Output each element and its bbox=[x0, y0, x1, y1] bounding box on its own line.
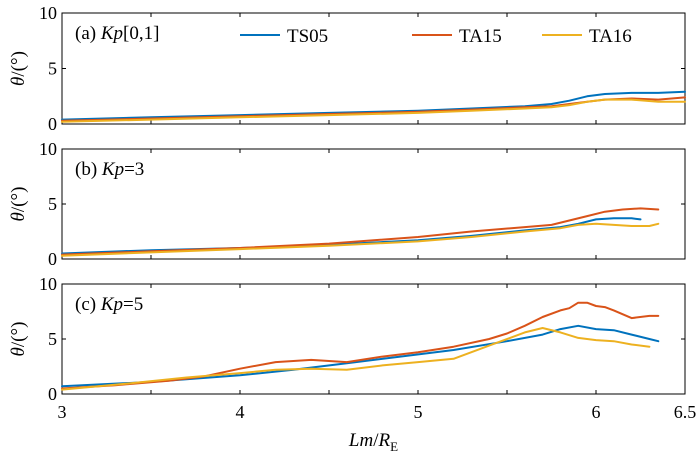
y-axis-label: θ/(°) bbox=[8, 322, 29, 357]
series-line-ts05 bbox=[61, 90, 686, 121]
series-line-ta16 bbox=[61, 98, 686, 123]
panel-title-variable: Kp bbox=[100, 294, 123, 315]
y-axis-label-unit: /(°) bbox=[8, 322, 29, 348]
y-tick-label: 10 bbox=[39, 139, 57, 159]
y-axis-label-symbol: θ bbox=[8, 77, 29, 86]
series-line-ta15 bbox=[61, 301, 660, 390]
panel-title-variable: Kp bbox=[101, 159, 124, 180]
panel-letter: (c) bbox=[75, 294, 101, 315]
y-axis-label-symbol: θ bbox=[8, 347, 29, 356]
y-tick-label: 0 bbox=[48, 384, 57, 404]
panel-title-value: =3 bbox=[124, 159, 144, 180]
y-axis-label: θ/(°) bbox=[8, 51, 29, 86]
y-tick-label: 10 bbox=[39, 3, 57, 23]
y-tick-label: 5 bbox=[48, 329, 57, 349]
y-tick-label: 0 bbox=[48, 114, 57, 134]
legend-label-ta16: TA16 bbox=[589, 26, 632, 47]
series-line-ta15 bbox=[61, 207, 660, 256]
panel-title-value: [0,1] bbox=[123, 23, 159, 44]
x-axis-label-separator: / bbox=[373, 430, 379, 451]
x-axis-label: Lm/RE bbox=[348, 430, 398, 454]
y-axis-label: θ/(°) bbox=[8, 187, 29, 222]
x-axis-label-radius: R bbox=[378, 430, 391, 451]
y-axis-label-unit: /(°) bbox=[8, 187, 29, 213]
panel-a: 0 5 10 θ/(°) (a) Kp[0,1] TS05 TA15 TA16 bbox=[8, 3, 686, 134]
y-tick-label: 0 bbox=[48, 249, 57, 269]
x-tick-label: 6.5 bbox=[674, 402, 697, 422]
series-line-ta16 bbox=[61, 222, 660, 257]
x-tick-label: 3 bbox=[58, 402, 67, 422]
panel-title: (b) Kp=3 bbox=[75, 159, 144, 180]
series-line-ts05 bbox=[61, 324, 660, 388]
panel-letter: (b) bbox=[75, 159, 102, 180]
y-axis-label-symbol: θ bbox=[8, 212, 29, 221]
panel-title-variable: Kp bbox=[100, 23, 123, 44]
x-tick-label: 4 bbox=[236, 402, 245, 422]
y-axis-label-unit: /(°) bbox=[8, 51, 29, 77]
series-line-ta16 bbox=[61, 327, 651, 391]
y-tick-label: 10 bbox=[39, 274, 57, 294]
panel-title: (a) Kp[0,1] bbox=[75, 23, 159, 44]
x-tick-label: 5 bbox=[414, 402, 423, 422]
x-axis-label-subscript: E bbox=[390, 439, 398, 454]
panel-b: 0 5 10 θ/(°) (b) Kp=3 bbox=[8, 139, 686, 269]
panel-title-value: =5 bbox=[123, 294, 143, 315]
legend-label-ta15: TA15 bbox=[459, 26, 502, 47]
panel-c: 0 5 10 θ/(°) (c) Kp=5 3 4 5 6 6.5 Lm/RE bbox=[8, 274, 696, 454]
panel-letter: (a) bbox=[75, 23, 101, 44]
y-tick-label: 5 bbox=[48, 59, 57, 79]
legend-label-ts05: TS05 bbox=[287, 26, 328, 47]
panel-title: (c) Kp=5 bbox=[75, 294, 143, 315]
x-axis-label-variable: Lm bbox=[348, 430, 373, 451]
x-tick-label: 6 bbox=[592, 402, 601, 422]
y-tick-label: 5 bbox=[48, 194, 57, 214]
